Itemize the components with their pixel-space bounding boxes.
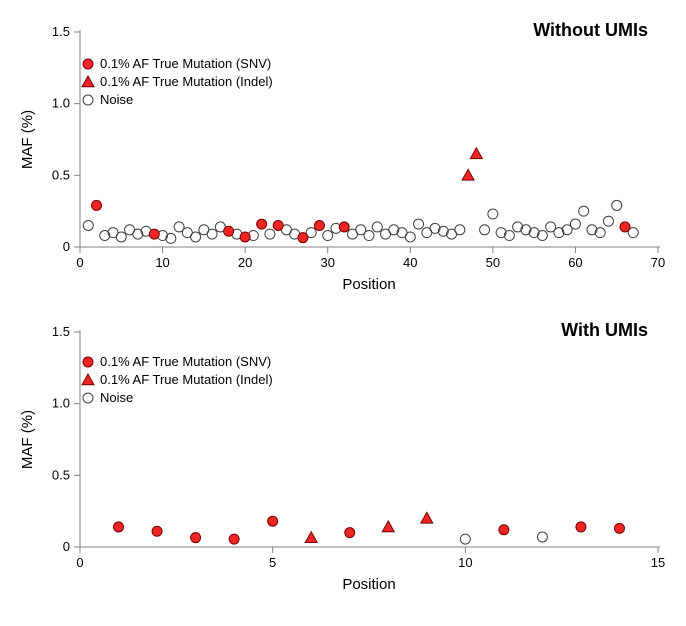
legend-label: 0.1% AF True Mutation (SNV) (100, 56, 271, 71)
snv-point (314, 221, 324, 231)
snv-point (576, 522, 586, 532)
snv-point (273, 221, 283, 231)
scatter-plot: 0 10 20 30 40 50 60 70 0 0.5 1.0 1.5 Position MAF (%)… (8, 12, 678, 302)
y-tick-label: 1.5 (52, 324, 70, 339)
x-tick-label: 10 (155, 255, 169, 270)
noise-point (323, 231, 333, 241)
noise-point (595, 228, 605, 238)
noise-point (414, 219, 424, 229)
snv-point (114, 522, 124, 532)
noise-point (265, 229, 275, 239)
noise-point (455, 225, 465, 235)
noise-point (191, 232, 201, 242)
legend-indel-icon (82, 76, 94, 87)
noise-point (603, 216, 613, 226)
x-tick-label: 20 (238, 255, 252, 270)
legend-label: 0.1% AF True Mutation (Indel) (100, 372, 273, 387)
legend-snv-icon (83, 357, 93, 367)
x-tick-label: 70 (651, 255, 665, 270)
x-tick-label: 30 (320, 255, 334, 270)
snv-point (298, 233, 308, 243)
x-tick-label: 0 (76, 255, 83, 270)
snv-point (339, 222, 349, 232)
snv-point (240, 232, 250, 242)
snv-point (229, 534, 239, 544)
chart-title: Without UMIs (533, 20, 648, 41)
noise-point (405, 232, 415, 242)
snv-point (92, 200, 102, 210)
legend-label: Noise (100, 92, 133, 107)
noise-point (372, 222, 382, 232)
noise-point (488, 209, 498, 219)
snv-point (345, 528, 355, 538)
noise-point (537, 532, 547, 542)
noise-point (612, 200, 622, 210)
snv-point (499, 525, 509, 535)
noise-point (83, 221, 93, 231)
snv-point (614, 523, 624, 533)
x-tick-label: 5 (269, 555, 276, 570)
y-tick-label: 0 (63, 239, 70, 254)
chart-panel: With UMIs 0 5 10 15 0 0.5 1.0 1.5 Position MAF (%)… (8, 312, 678, 602)
y-tick-label: 1.5 (52, 24, 70, 39)
x-tick-label: 60 (568, 255, 582, 270)
legend-indel-icon (82, 374, 94, 385)
snv-point (152, 526, 162, 536)
noise-point (460, 534, 470, 544)
snv-point (268, 516, 278, 526)
y-tick-label: 1.0 (52, 96, 70, 111)
noise-point (480, 225, 490, 235)
noise-point (166, 233, 176, 243)
indel-point (305, 532, 317, 543)
y-axis-label: MAF (%) (19, 410, 36, 469)
y-tick-label: 1.0 (52, 396, 70, 411)
noise-point (364, 231, 374, 241)
noise-point (537, 231, 547, 241)
snv-point (224, 226, 234, 236)
noise-point (207, 229, 217, 239)
y-tick-label: 0 (63, 539, 70, 554)
legend-noise-icon (83, 393, 93, 403)
x-tick-label: 50 (486, 255, 500, 270)
noise-point (504, 231, 514, 241)
y-axis-label: MAF (%) (19, 110, 36, 169)
noise-point (116, 232, 126, 242)
chart-title: With UMIs (561, 320, 648, 341)
x-tick-label: 0 (76, 555, 83, 570)
indel-point (462, 169, 474, 180)
snv-point (257, 219, 267, 229)
y-tick-label: 0.5 (52, 467, 70, 482)
x-tick-label: 40 (403, 255, 417, 270)
y-tick-label: 0.5 (52, 167, 70, 182)
scatter-plot: 0 5 10 15 0 0.5 1.0 1.5 Position MAF (%) 0.1% AF T… (8, 312, 678, 602)
snv-point (149, 229, 159, 239)
legend-snv-icon (83, 59, 93, 69)
noise-point (579, 206, 589, 216)
x-tick-label: 15 (651, 555, 665, 570)
legend-label: 0.1% AF True Mutation (Indel) (100, 74, 273, 89)
legend-label: 0.1% AF True Mutation (SNV) (100, 354, 271, 369)
snv-point (191, 533, 201, 543)
x-axis-label: Position (342, 276, 395, 293)
x-axis-label: Position (342, 576, 395, 593)
indel-point (421, 512, 433, 523)
indel-point (382, 521, 394, 532)
x-tick-label: 10 (458, 555, 472, 570)
snv-point (620, 222, 630, 232)
legend-label: Noise (100, 390, 133, 405)
noise-point (570, 219, 580, 229)
indel-point (470, 148, 482, 159)
legend-noise-icon (83, 95, 93, 105)
chart-panel: Without UMIs 0 10 20 30 40 50 60 70 0 0.5 1.0 1.5 Pos… (8, 12, 678, 302)
